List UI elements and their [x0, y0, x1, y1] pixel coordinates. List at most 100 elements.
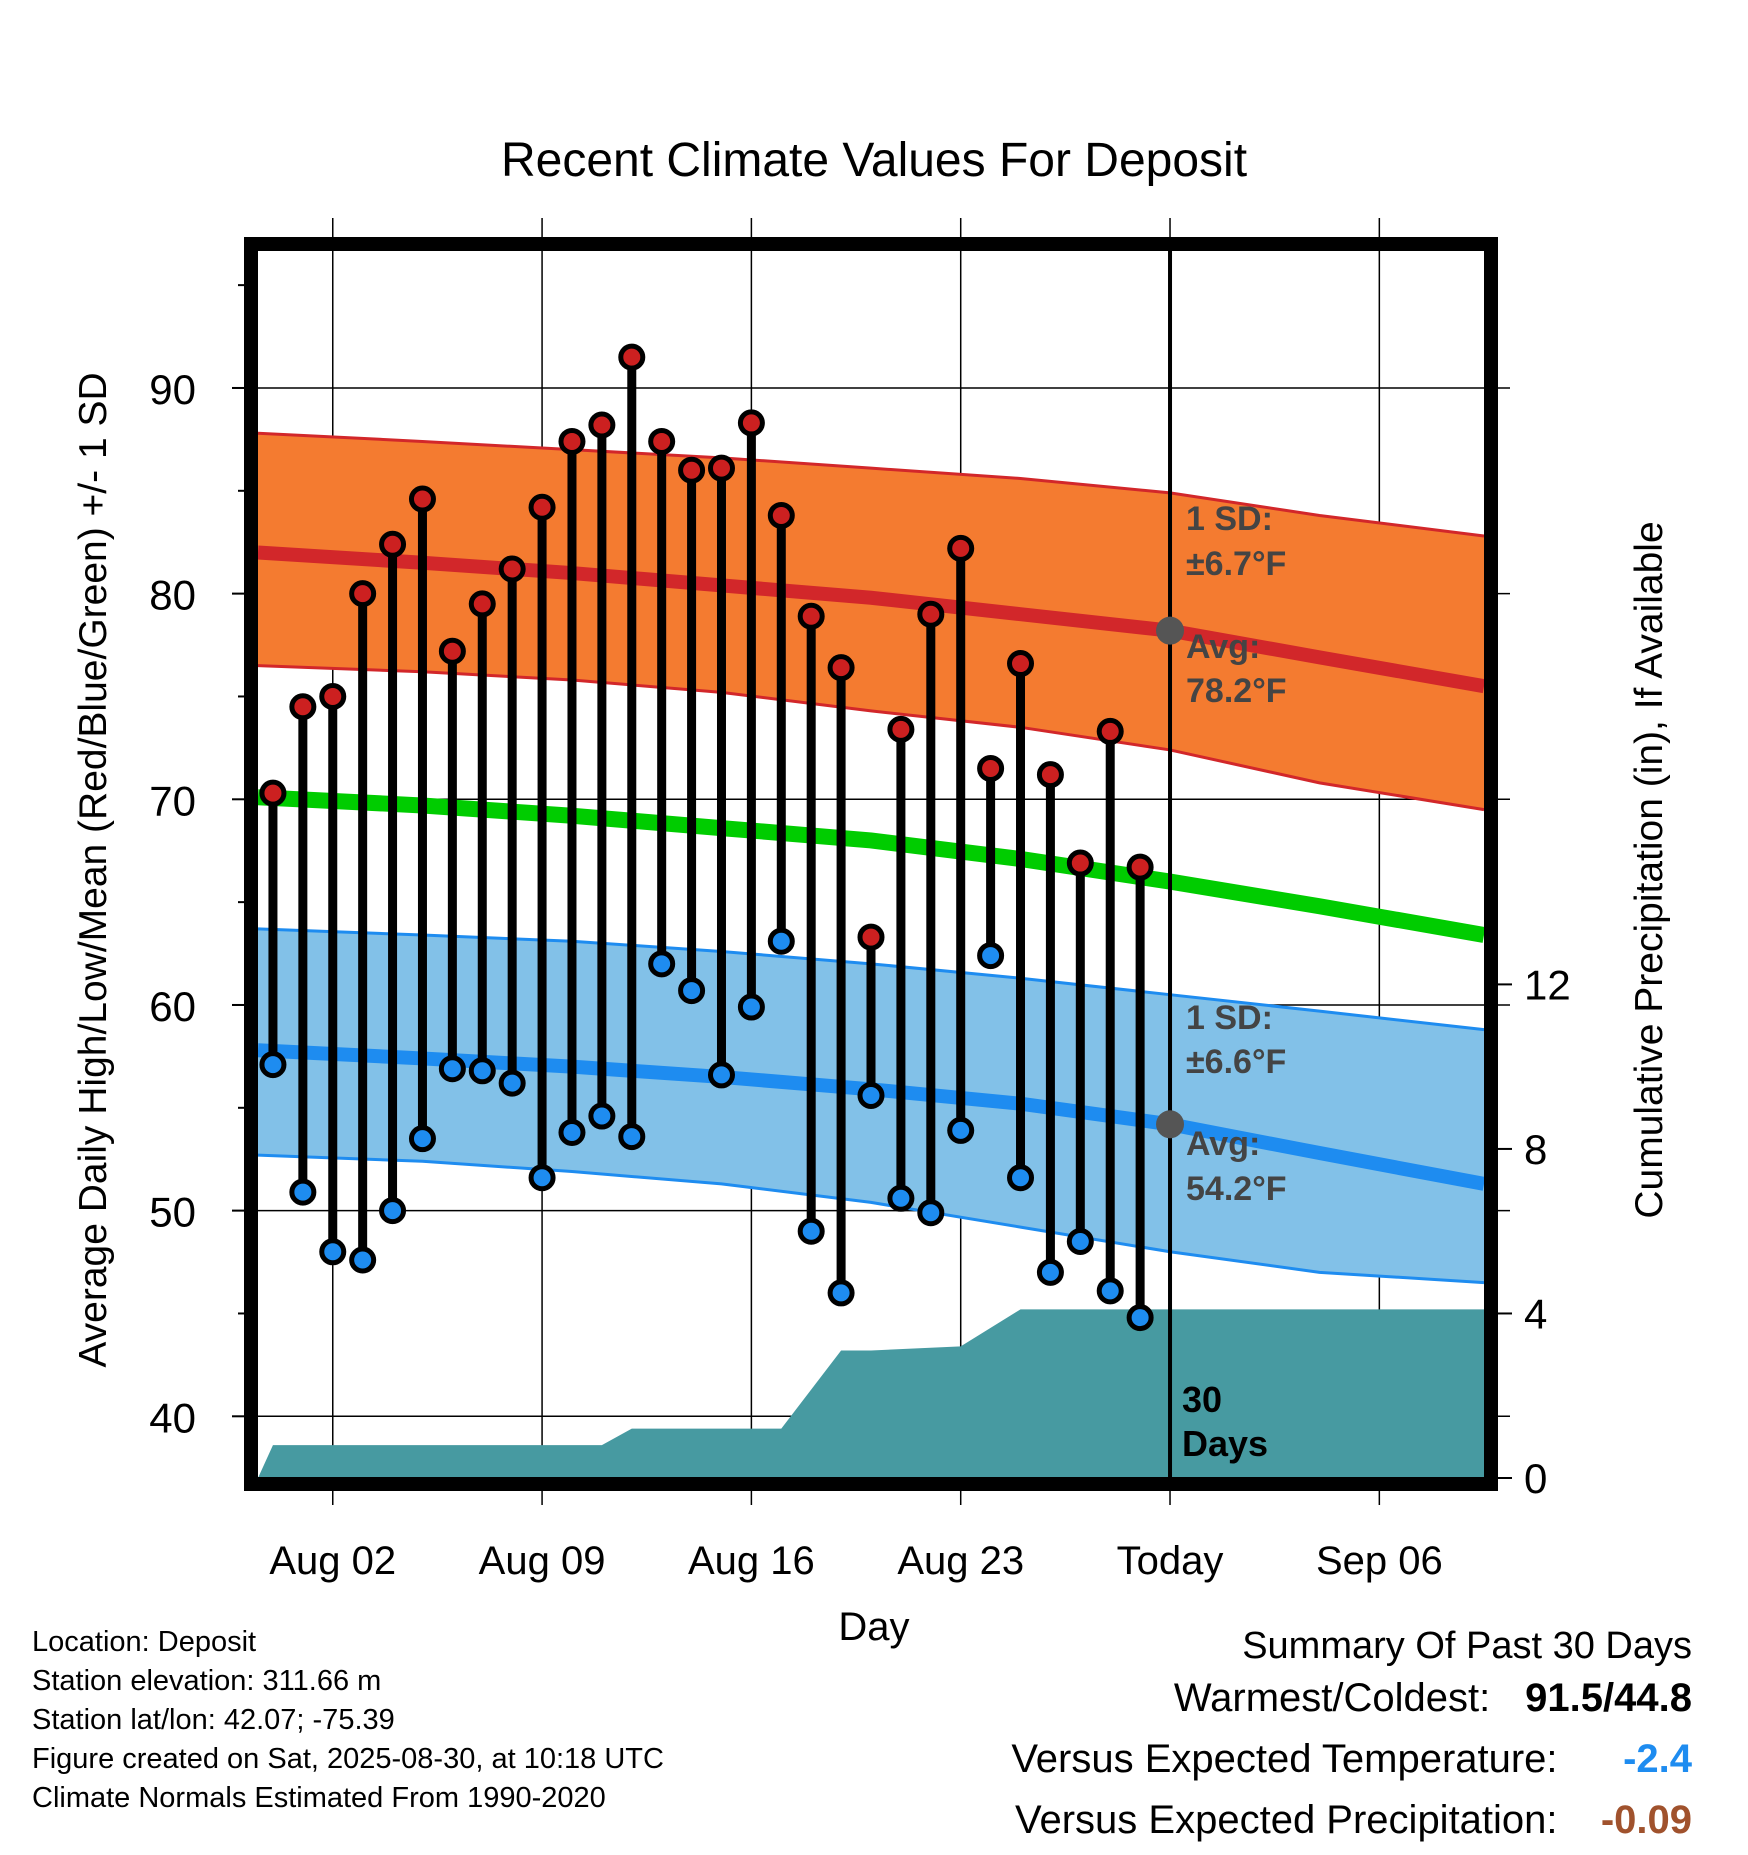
temp-label: Versus Expected Temperature:	[1011, 1737, 1558, 1781]
high-marker	[588, 411, 616, 439]
low-marker	[319, 1238, 347, 1266]
y-tick-label: 90	[149, 366, 196, 413]
high-lower-edge	[257, 664, 1485, 812]
warm-cold-label: Warmest/Coldest:	[1173, 1676, 1491, 1720]
high-sd-title: 1 SD:	[1186, 500, 1273, 538]
elevation-text: Station elevation: 311.66 m	[32, 1665, 382, 1697]
high-marker	[977, 754, 1005, 782]
precip-value: -0.09	[1600, 1798, 1692, 1842]
high-marker	[767, 501, 795, 529]
low-marker	[1126, 1304, 1154, 1332]
created-text: Figure created on Sat, 2025-08-30, at 10…	[32, 1743, 664, 1775]
high-marker	[1036, 761, 1064, 789]
today-low-avg-marker	[1156, 1110, 1185, 1139]
high-sd-value: ±6.7°F	[1186, 545, 1286, 583]
low-marker	[528, 1164, 556, 1192]
coldest-value: 44.8	[1614, 1676, 1692, 1720]
high-marker	[618, 343, 646, 371]
low-marker	[1007, 1164, 1035, 1192]
precip-row: Versus Expected Precipitation: -0.09	[1011, 1794, 1692, 1855]
normals-text: Climate Normals Estimated From 1990-2020	[32, 1782, 606, 1814]
y-axis-label: Average Daily High/Low/Mean (Red/Blue/Gr…	[72, 372, 115, 1367]
high-marker	[259, 779, 287, 807]
warm-cold-separator: /	[1603, 1676, 1615, 1720]
high-marker	[707, 454, 735, 482]
high-marker	[648, 427, 676, 455]
high-marker	[528, 493, 556, 521]
low-marker	[947, 1116, 975, 1144]
days-label-number: 30	[1182, 1379, 1222, 1420]
y-tick-label: 70	[149, 777, 196, 824]
x-tick-label: Aug 23	[897, 1539, 1024, 1583]
y-tick-label: 40	[149, 1394, 196, 1441]
high-average-line	[257, 545, 1486, 694]
low-marker	[498, 1069, 526, 1097]
high-marker	[827, 654, 855, 682]
high-marker	[1066, 849, 1094, 877]
temp-value: -2.4	[1623, 1737, 1692, 1781]
low-marker	[1036, 1258, 1064, 1286]
high-marker	[558, 427, 586, 455]
low-marker	[797, 1217, 825, 1245]
high-marker	[289, 693, 317, 721]
x-tick-label: Aug 09	[479, 1539, 606, 1583]
x-tick-label: Today	[1117, 1539, 1224, 1583]
low-marker	[767, 927, 795, 955]
x-tick-label: Aug 16	[688, 1539, 815, 1583]
low-marker	[707, 1061, 735, 1089]
plot-border	[244, 237, 1498, 1491]
low-marker	[468, 1057, 496, 1085]
high-marker	[468, 590, 496, 618]
high-marker	[947, 534, 975, 562]
days-label-word: Days	[1182, 1423, 1268, 1464]
low-marker	[648, 950, 676, 978]
y2-tick-label: 4	[1524, 1290, 1547, 1337]
low-marker	[857, 1081, 885, 1109]
low-marker	[558, 1118, 586, 1146]
low-marker	[588, 1102, 616, 1130]
x-tick-label: Sep 06	[1316, 1539, 1443, 1583]
precipitation-area	[258, 1309, 1484, 1478]
low-marker	[379, 1197, 407, 1225]
low-sd-value: ±6.6°F	[1186, 1043, 1286, 1081]
low-marker	[827, 1279, 855, 1307]
y-tick-label: 60	[149, 983, 196, 1030]
low-marker	[917, 1199, 945, 1227]
y-tick-label: 50	[149, 1189, 196, 1236]
high-marker	[1096, 717, 1124, 745]
high-avg-value: 78.2°F	[1186, 672, 1287, 710]
plot-frame	[244, 237, 1498, 1491]
high-marker	[857, 923, 885, 951]
low-marker	[438, 1055, 466, 1083]
high-marker	[408, 485, 436, 513]
high-marker	[349, 580, 377, 608]
low-marker	[349, 1246, 377, 1274]
y2-tick-label: 12	[1524, 961, 1571, 1008]
low-sd-title: 1 SD:	[1186, 999, 1273, 1037]
low-marker	[259, 1051, 287, 1079]
low-marker	[1096, 1277, 1124, 1305]
x-tick-label: Aug 02	[269, 1539, 396, 1583]
low-marker	[1066, 1227, 1094, 1255]
warm-cold-row: Warmest/Coldest: 91.5/44.8	[1011, 1672, 1692, 1733]
mean-average-line	[257, 789, 1486, 943]
low-marker	[618, 1123, 646, 1151]
high-marker	[917, 600, 945, 628]
low-marker	[977, 942, 1005, 970]
high-marker	[438, 637, 466, 665]
precip-label: Versus Expected Precipitation:	[1015, 1798, 1558, 1842]
high-marker	[678, 456, 706, 484]
high-marker	[797, 602, 825, 630]
low-marker	[887, 1184, 915, 1212]
high-marker	[1007, 650, 1035, 678]
daily-markers	[259, 343, 1185, 1332]
low-marker	[289, 1178, 317, 1206]
station-info: Location: Deposit Station elevation: 311…	[32, 1623, 664, 1818]
summary-title: Summary Of Past 30 Days	[1242, 1625, 1692, 1667]
location-text: Location: Deposit	[32, 1626, 257, 1658]
high-avg-title: Avg:	[1186, 628, 1260, 666]
x-axis-label: Day	[838, 1605, 909, 1649]
low-avg-value: 54.2°F	[1186, 1170, 1287, 1208]
precipitation-fill	[258, 1309, 1484, 1478]
summary-panel: Summary Of Past 30 Days Warmest/Coldest:…	[1011, 1620, 1692, 1855]
